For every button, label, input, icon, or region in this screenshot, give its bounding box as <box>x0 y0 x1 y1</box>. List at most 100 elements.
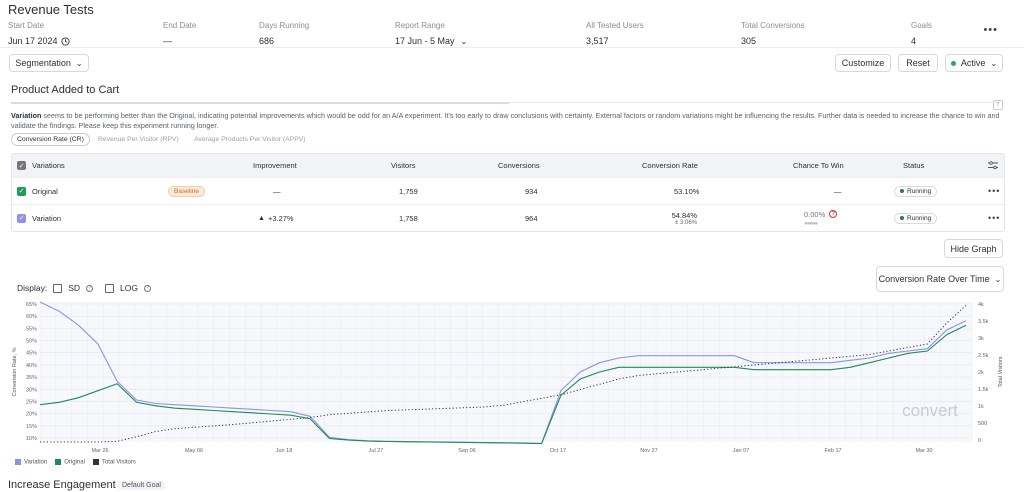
x-tick-label: Nov 27 <box>640 448 657 454</box>
y-tick-label: 35% <box>26 375 37 381</box>
x-tick-label: Feb 17 <box>824 448 841 454</box>
conversions-value: 964 <box>525 213 538 223</box>
variation-name: Variation <box>32 213 62 223</box>
goal-progress <box>11 102 509 104</box>
stat-label: End Date <box>163 21 197 30</box>
select-all-checkbox[interactable]: ✓ <box>17 161 26 170</box>
tab-avg-products-per-visitor[interactable]: Average Products Per Visitor (APPV) <box>194 136 306 143</box>
tab-conversion-rate[interactable]: Conversion Rate (CR) <box>11 133 90 146</box>
conversion-rate-value: 54.84% <box>671 210 697 220</box>
stat-days-running: Days Running 686 <box>259 21 309 46</box>
stat-start-date: Start Date Jun 17 2024 <box>8 21 70 46</box>
stat-label: Report Range <box>395 21 445 30</box>
x-tick-label: Mar 26 <box>91 448 108 454</box>
y-tick-label: 55% <box>26 326 37 332</box>
y2-tick-label: 500 <box>978 421 987 427</box>
conversion-rate-value: 53.10% <box>674 186 700 196</box>
stat-label: Days Running <box>259 21 310 30</box>
legend-item: Total Visitors <box>92 459 136 466</box>
help-icon[interactable]: ? <box>144 284 151 292</box>
x-tick-label: Jun 18 <box>276 448 293 454</box>
y-axis-label: Conversion Rate, % <box>12 347 18 396</box>
customize-button[interactable]: Customize <box>835 54 891 72</box>
header-conversions: Conversions <box>498 161 540 170</box>
variation-name: Original <box>32 186 58 196</box>
graph-mode-label: Conversion Rate Over Time <box>878 274 990 284</box>
stat-value[interactable]: 17 Jun - 5 May <box>395 36 455 46</box>
divider <box>0 47 1024 48</box>
row-checkbox[interactable]: ✓ <box>17 186 26 196</box>
log-label: LOG <box>120 283 138 293</box>
graph-mode-dropdown[interactable]: Conversion Rate Over Time ⌄ <box>876 266 1004 292</box>
stat-label: Goals <box>911 21 932 30</box>
chevron-down-icon: ⌄ <box>990 58 998 68</box>
stat-goals: Goals 4 <box>911 21 932 46</box>
reset-button[interactable]: Reset <box>898 54 938 72</box>
y2-axis-label: Total Visitors <box>998 356 1004 387</box>
y-tick-label: 20% <box>26 412 37 418</box>
x-tick-label: Mar 30 <box>915 448 932 454</box>
y2-tick-label: 4k <box>978 302 984 308</box>
series-line-original <box>39 324 967 445</box>
baseline-badge: Baseline <box>168 185 205 197</box>
legend-swatch <box>15 459 21 465</box>
chevron-down-icon: ⌄ <box>994 274 1002 284</box>
stat-label: All Tested Users <box>586 21 644 30</box>
chance-to-win-value: — <box>834 186 842 196</box>
sd-checkbox[interactable] <box>53 283 63 293</box>
stat-value: Jun 17 2024 <box>8 36 58 46</box>
stat-value: 686 <box>259 36 275 46</box>
legend-item: Variation <box>15 459 47 466</box>
x-tick-label: Jul 27 <box>369 448 384 454</box>
more-options-icon[interactable]: ••• <box>983 24 998 36</box>
help-icon[interactable]: ? <box>86 284 94 292</box>
chevron-down-icon[interactable]: ⌄ <box>460 36 468 46</box>
chance-to-win-value: 0.00% <box>804 209 826 219</box>
stat-value: — <box>163 36 172 46</box>
log-checkbox[interactable] <box>105 283 115 293</box>
y2-tick-label: 3k <box>978 336 984 342</box>
collapse-icon[interactable]: ↑ <box>993 100 1003 110</box>
status-text: Running <box>907 214 932 222</box>
y-tick-label: 60% <box>26 314 37 320</box>
y2-tick-label: 1.5k <box>978 387 989 393</box>
goal-title: Product Added to Cart <box>11 84 120 96</box>
x-tick-label: Sep 06 <box>458 448 475 454</box>
column-settings-icon[interactable] <box>988 154 998 177</box>
y-tick-label: 45% <box>26 351 37 357</box>
y-tick-label: 30% <box>26 387 37 393</box>
sd-label: SD <box>68 283 81 293</box>
arrow-up-icon: ▲ <box>258 214 265 222</box>
table-row-original[interactable]: ✓ Original Baseline — 1,759 934 53.10% —… <box>12 177 1004 204</box>
display-label: Display: <box>17 283 48 293</box>
row-checkbox[interactable]: ✓ <box>17 213 26 223</box>
visitors-value: 1,759 <box>399 186 418 196</box>
y2-tick-label: 3.5k <box>978 319 989 325</box>
legend-swatch <box>55 459 62 465</box>
page-title: Revenue Tests <box>8 2 94 17</box>
improvement-value: — <box>273 186 281 196</box>
clock-icon[interactable] <box>60 36 70 46</box>
segmentation-dropdown[interactable]: Segmentation ⌄ <box>9 54 89 72</box>
stat-all-tested-users: All Tested Users 3,517 <box>586 21 644 46</box>
y-tick-label: 50% <box>26 339 37 345</box>
tab-revenue-per-visitor[interactable]: Revenue Per Visitor (RPV) <box>98 136 179 143</box>
y-tick-label: 40% <box>26 363 37 369</box>
chevron-down-icon: ⌄ <box>75 58 83 68</box>
table-row-variation[interactable]: ✓ Variation ▲ +3.27% 1,758 964 54.84% ± … <box>12 204 1004 231</box>
header-visitors: Visitors <box>391 161 416 170</box>
status-badge: Running <box>894 185 938 197</box>
visitors-value: 1,758 <box>399 213 418 223</box>
hide-graph-button[interactable]: Hide Graph <box>944 239 1003 258</box>
status-dot-icon <box>950 60 956 66</box>
status-dropdown[interactable]: Active ⌄ <box>945 54 1003 72</box>
row-more-icon[interactable]: ••• <box>988 213 1001 223</box>
default-goal-badge: Default Goal <box>118 481 165 490</box>
y2-tick-label: 2k <box>978 370 984 376</box>
stat-report-range[interactable]: Report Range 17 Jun - 5 May ⌄ <box>395 21 467 46</box>
y2-tick-label: 2.5k <box>978 353 989 359</box>
y-tick-label: 10% <box>26 436 37 442</box>
warning-icon[interactable]: ? <box>829 210 838 218</box>
conversions-value: 934 <box>525 186 538 196</box>
row-more-icon[interactable]: ••• <box>988 186 1001 196</box>
